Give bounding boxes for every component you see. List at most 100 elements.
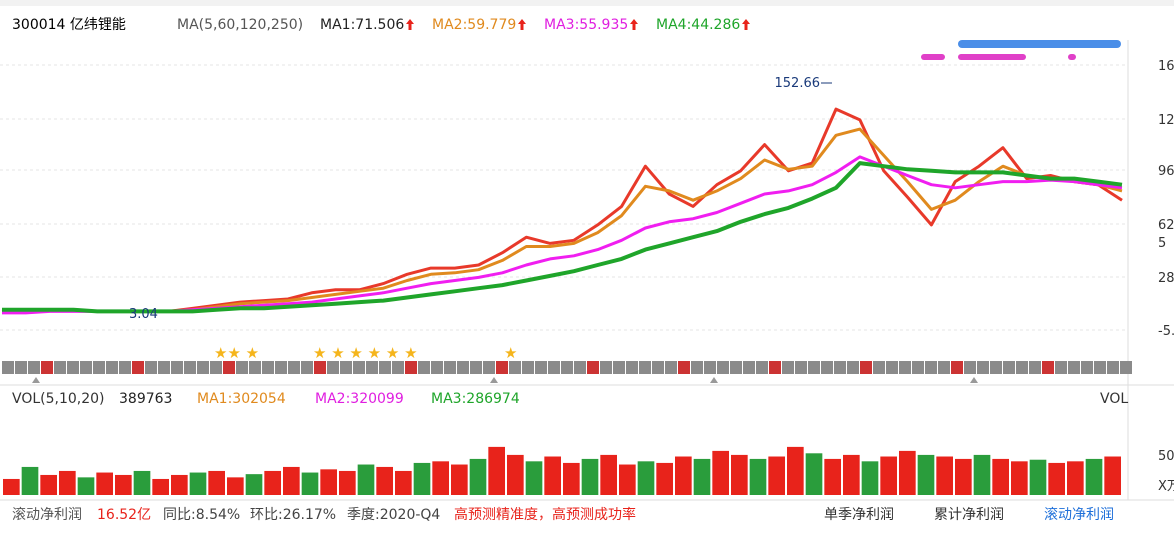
vol-current: 389763: [119, 391, 173, 407]
up-arrow: [518, 19, 527, 30]
strip-cell: [2, 361, 14, 374]
strip-cell: [1042, 361, 1054, 374]
volume-bar: [581, 458, 599, 495]
strip-cell: [119, 361, 131, 374]
volume-bar: [861, 461, 879, 495]
strip-cell: [1068, 361, 1080, 374]
volume-bar: [469, 458, 487, 495]
volume-bar: [824, 458, 841, 495]
marker: [970, 377, 978, 383]
volume-bar: [880, 456, 897, 495]
strip-cell: [444, 361, 456, 374]
vol-label[interactable]: VOL: [1100, 391, 1129, 407]
strip-cell: [756, 361, 768, 374]
ma-params[interactable]: MA(5,60,120,250): [177, 17, 304, 33]
volume-bar: [227, 477, 244, 495]
strip-cell: [1055, 361, 1067, 374]
volume-bar: [451, 464, 468, 495]
strip-cell: [93, 361, 105, 374]
strip-cell: [795, 361, 807, 374]
volume-bar: [973, 454, 991, 495]
quarter: 季度:2020-Q4: [347, 507, 441, 523]
svg-text:★★ ★: ★★ ★: [214, 344, 259, 362]
volume-bar: [899, 450, 916, 495]
volume-bar: [768, 456, 785, 495]
volume-bar: [21, 466, 39, 495]
volume-bar: [245, 474, 263, 495]
strip-cell: [626, 361, 638, 374]
strip-cell: [210, 361, 222, 374]
strip-cell: [639, 361, 651, 374]
volume-bar: [152, 478, 169, 495]
ma-value: MA3:55.935: [544, 16, 639, 34]
strip-cell: [600, 361, 612, 374]
strip-cell: [873, 361, 885, 374]
ma3: MA3:55.935: [544, 17, 629, 33]
volume-bar: [675, 456, 692, 495]
volume-bar: [619, 464, 636, 495]
volume-bar: [600, 454, 617, 495]
tab[interactable]: 单季净利润: [824, 507, 894, 523]
strip-cell: [405, 361, 417, 374]
ma-line: [2, 127, 1123, 313]
strip-cell: [184, 361, 196, 374]
strip-cell: [470, 361, 482, 374]
strip-cell: [1016, 361, 1028, 374]
strip-cell: [28, 361, 40, 374]
strip-cell: [938, 361, 950, 374]
strip-cell: [535, 361, 547, 374]
strip-cell: [483, 361, 495, 374]
y-tick-label: 5: [1158, 236, 1166, 251]
strip-cell: [912, 361, 924, 374]
strip-cell: [899, 361, 911, 374]
up-arrow: [406, 19, 415, 30]
metric-value: 16.52亿: [97, 507, 152, 523]
strip-cell: [990, 361, 1002, 374]
flag-row: [958, 40, 1121, 48]
volume-bar: [96, 472, 113, 495]
strip-cell: [847, 361, 859, 374]
marker: [32, 377, 40, 383]
strip-cell: [496, 361, 508, 374]
tab[interactable]: 滚动净利润: [1044, 507, 1114, 523]
strip-cell: [691, 361, 703, 374]
strip-cell: [353, 361, 365, 374]
strip-cell: [392, 361, 404, 374]
y-tick-label: 62: [1158, 218, 1174, 233]
volume-bar: [525, 461, 543, 495]
strip-cell: [587, 361, 599, 374]
y-tick-label: X万: [1158, 479, 1174, 494]
strip-cell: [1029, 361, 1041, 374]
strip-cell: [67, 361, 79, 374]
volume-bar: [208, 470, 225, 495]
volume-bar: [749, 458, 767, 495]
volume-bar: [413, 462, 431, 495]
strip-cell: [665, 361, 677, 374]
strip-cell: [15, 361, 27, 374]
strip-cell: [769, 361, 781, 374]
volume-bar: [1104, 456, 1121, 495]
strip-cell: [821, 361, 833, 374]
strip-cell: [106, 361, 118, 374]
strip-cell: [132, 361, 144, 374]
vol-ma: MA2:320099: [315, 391, 404, 407]
strip-cell: [522, 361, 534, 374]
vol-ma: MA1:302054: [197, 391, 286, 407]
volume-bar: [1085, 458, 1103, 495]
strip-cell: [41, 361, 53, 374]
volume-bar: [488, 446, 505, 495]
volume-bar: [693, 458, 711, 495]
ma-line: [2, 155, 1123, 315]
volume-bar: [301, 472, 319, 495]
strip-cell: [1107, 361, 1119, 374]
volume-bar: [357, 464, 375, 495]
y-tick-label: 50.: [1158, 449, 1174, 464]
ma4: MA4:44.286: [656, 17, 741, 33]
volume-bar: [283, 466, 300, 495]
volume-bar: [544, 456, 561, 495]
svg-text:★: ★: [504, 344, 517, 362]
low-annotation: 3.04: [129, 307, 158, 322]
tab[interactable]: 累计净利润: [934, 507, 1004, 523]
ma-line: [2, 161, 1123, 314]
